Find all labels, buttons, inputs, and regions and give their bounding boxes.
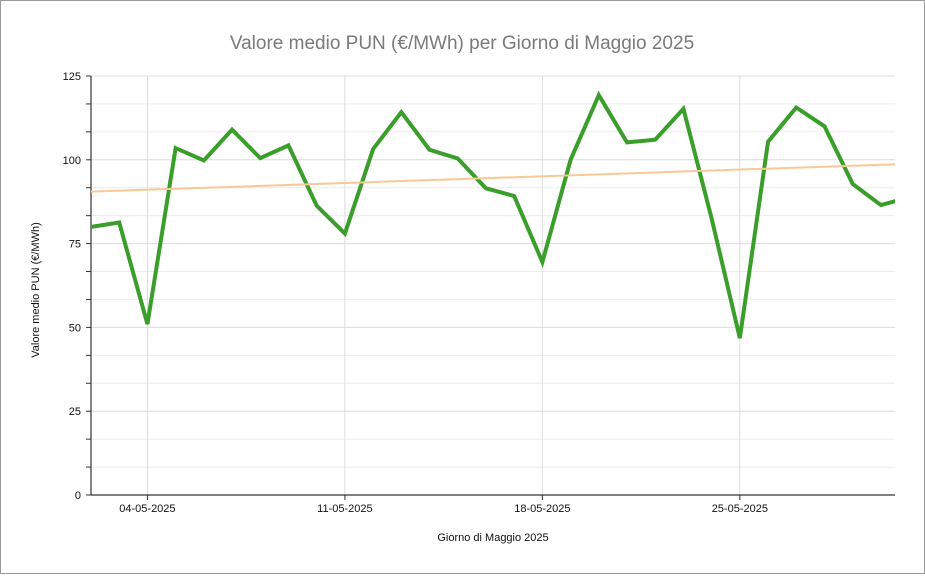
x-axis-label: Giorno di Maggio 2025: [437, 532, 548, 544]
axes: [90, 76, 895, 496]
x-tick-label: 11-05-2025: [317, 503, 372, 515]
series-lines: [91, 90, 895, 339]
y-axis-label: Valore medio PUN (€/MWh): [30, 222, 42, 358]
y-tick-label: 100: [63, 155, 81, 167]
x-tick-label: 04-05-2025: [119, 503, 175, 515]
x-tick-label: 25-05-2025: [712, 503, 768, 515]
x-tick-label: 18-05-2025: [514, 503, 570, 515]
y-tick-label: 0: [75, 490, 81, 502]
chart-title: Valore medio PUN (€/MWh) per Giorno di M…: [230, 33, 694, 54]
y-tick-label: 125: [63, 71, 81, 83]
y-tick-label: 50: [69, 322, 81, 334]
trend-line: [91, 163, 895, 193]
series-line-pun: [91, 90, 895, 339]
y-tick-label: 25: [69, 406, 81, 418]
grid-lines: [91, 75, 895, 495]
axis-ticks: 0 25 50 75 100 125 04-05-2025 11-05-2025 18-05-2…: [63, 71, 768, 515]
y-tick-label: 75: [69, 239, 81, 251]
